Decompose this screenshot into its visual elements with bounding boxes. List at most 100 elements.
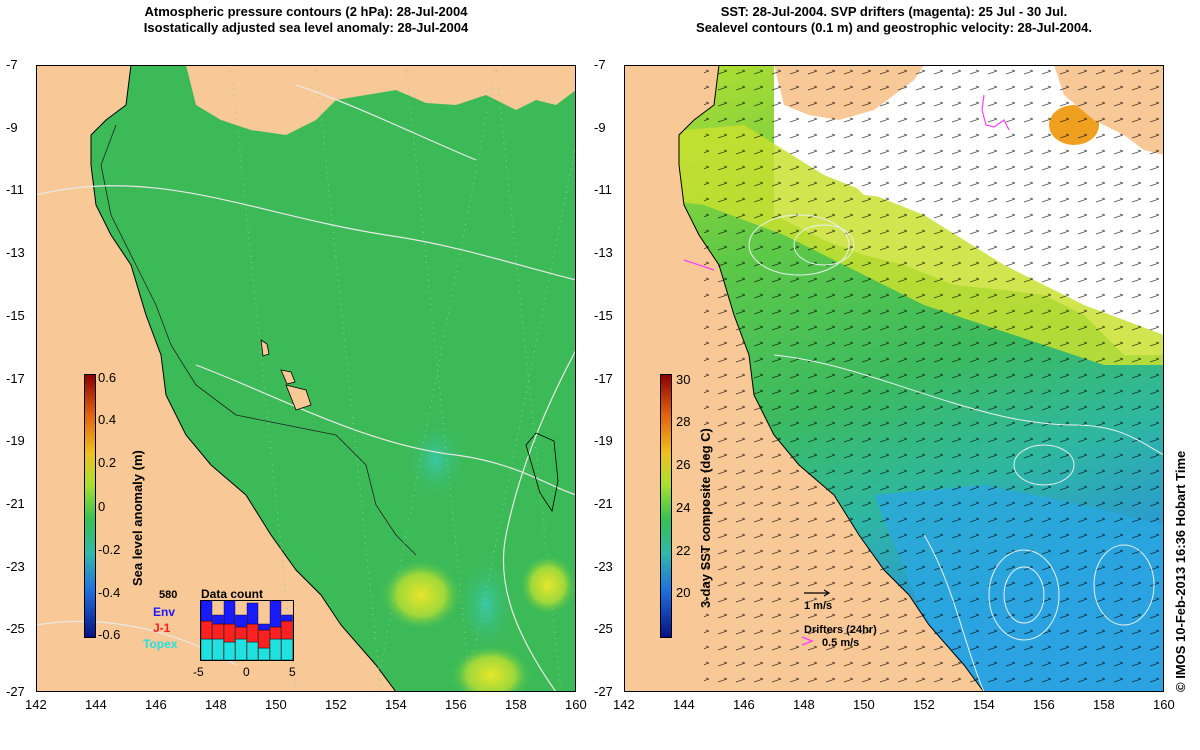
colorbar-tick: 0 [98, 499, 106, 514]
data-count-bar-j1 [258, 629, 270, 649]
data-count-frame [200, 600, 294, 661]
y-axis-tick: -21 [594, 495, 613, 511]
anomaly-high [520, 555, 576, 615]
left-title-line2: Isostatically adjusted sea level anomaly… [143, 20, 469, 35]
data-count-bar-env [258, 623, 270, 631]
data-count-bar-j1 [269, 626, 282, 640]
x-axis-tick: 156 [1033, 697, 1055, 712]
anomaly-high [451, 645, 531, 692]
x-axis-tick: 144 [673, 697, 695, 712]
data-count-bar-topex [281, 638, 293, 661]
y-axis-tick: -25 [594, 621, 613, 637]
left-colorbar [84, 374, 96, 638]
x-axis-tick: 160 [1153, 697, 1175, 712]
right-map-frame [624, 65, 1164, 692]
data-count-tick: 0 [243, 665, 250, 679]
y-axis-tick: -17 [594, 370, 613, 386]
x-axis-tick: 160 [565, 697, 587, 712]
left-colorbar-label: Sea level anomaly (m) [130, 450, 145, 586]
y-axis-tick: -9 [6, 119, 18, 135]
drifter-track [683, 259, 715, 271]
land-australia [36, 65, 396, 692]
data-count-max: 580 [159, 589, 178, 601]
y-axis-tick: -23 [594, 558, 613, 574]
island [285, 384, 312, 411]
right-title-line1: SST: 28-Jul-2004. SVP drifters (magenta)… [720, 4, 1068, 19]
island [280, 369, 296, 385]
velocity-scale-arrow-head [823, 589, 831, 597]
copyright: © IMOS 10-Feb-2013 16:36 Hobart Time [1173, 450, 1188, 692]
drifter-speed-label: 0.5 m/s [822, 637, 860, 649]
sst-colorbar-tick: 30 [676, 372, 691, 387]
x-axis-tick: 146 [733, 697, 755, 712]
colorbar-tick: 0.6 [98, 370, 117, 385]
data-count-bar-topex [258, 647, 270, 661]
pressure-contour [295, 84, 477, 161]
y-axis-tick: -13 [6, 245, 25, 261]
colorbar-tick: 0.4 [98, 412, 117, 427]
y-axis-tick: -17 [6, 370, 25, 386]
data-count-tick: 5 [289, 665, 296, 679]
data-count-bar-topex [246, 641, 259, 661]
y-axis-tick: -13 [594, 245, 613, 261]
y-axis-tick: -7 [594, 57, 606, 72]
left-map-frame [36, 65, 576, 692]
drifters-label: Drifters (24hr) [804, 624, 877, 636]
x-axis-tick: 158 [505, 697, 527, 712]
right-colorbar-label: 3-day SST composite (deg C) [698, 428, 713, 608]
data-count-bar-topex [212, 638, 224, 661]
sst-colorbar-tick: 28 [676, 414, 691, 429]
pressure-contour [36, 185, 576, 281]
sst-colorbar-tick: 22 [676, 543, 691, 558]
data-count-bar-topex [235, 638, 247, 661]
shelf-contour [100, 124, 417, 556]
anomaly-low [406, 420, 466, 500]
y-axis-tick: -23 [6, 558, 25, 574]
x-axis-tick: 154 [385, 697, 407, 712]
sst-colorbar-tick: 26 [676, 457, 691, 472]
land-new-guinea [186, 65, 576, 135]
data-count-bar-env [200, 600, 213, 622]
sst-colorbar-tick: 24 [676, 500, 691, 515]
data-count-bar-env [235, 614, 247, 628]
anomaly-low [458, 555, 514, 655]
x-axis-tick: 144 [85, 697, 107, 712]
data-count-bar-j1 [212, 623, 224, 640]
geostrophic-velocity-field [704, 65, 1164, 692]
sst-colorbar-tick: 20 [676, 585, 691, 600]
data-count-bar-topex [269, 638, 282, 661]
y-axis-tick: -19 [594, 433, 613, 449]
left-title-line1: Atmospheric pressure contours (2 hPa): 2… [144, 4, 468, 19]
data-count-bar-env [223, 600, 236, 625]
x-axis-tick: 154 [973, 697, 995, 712]
sealevel-contours [748, 214, 1164, 692]
data-count-bar-topex [200, 638, 213, 661]
island [260, 339, 270, 357]
drifter-scale-arrow [801, 636, 814, 646]
left-map [36, 65, 576, 692]
y-axis-tick: -25 [6, 621, 25, 637]
colorbar-tick: -0.2 [98, 542, 121, 557]
x-axis-tick: 146 [145, 697, 167, 712]
y-axis-tick: -27 [6, 684, 25, 699]
colorbar-tick: -0.4 [98, 585, 121, 600]
data-count-tick: -5 [193, 665, 204, 679]
colorbar-tick: 0.2 [98, 455, 117, 470]
colorbar-tick: -0.6 [98, 627, 121, 642]
x-axis-tick: 150 [853, 697, 875, 712]
right-map [624, 65, 1164, 692]
y-axis-tick: -21 [6, 495, 25, 511]
reef [525, 432, 559, 513]
y-axis-tick: -19 [6, 433, 25, 449]
y-axis-tick: -7 [6, 57, 18, 72]
legend-env: Env [153, 605, 176, 619]
pressure-contour [502, 349, 576, 692]
x-axis-tick: 156 [445, 697, 467, 712]
data-count-bar-env [212, 614, 224, 625]
velocity-scale-label: 1 m/s [804, 600, 833, 612]
data-count-chart [200, 600, 294, 661]
right-title-line2: Sealevel contours (0.1 m) and geostrophi… [696, 20, 1092, 35]
y-axis-tick: -27 [594, 684, 613, 699]
data-count-bar-j1 [223, 623, 236, 643]
data-count-title: Data count [201, 587, 264, 601]
